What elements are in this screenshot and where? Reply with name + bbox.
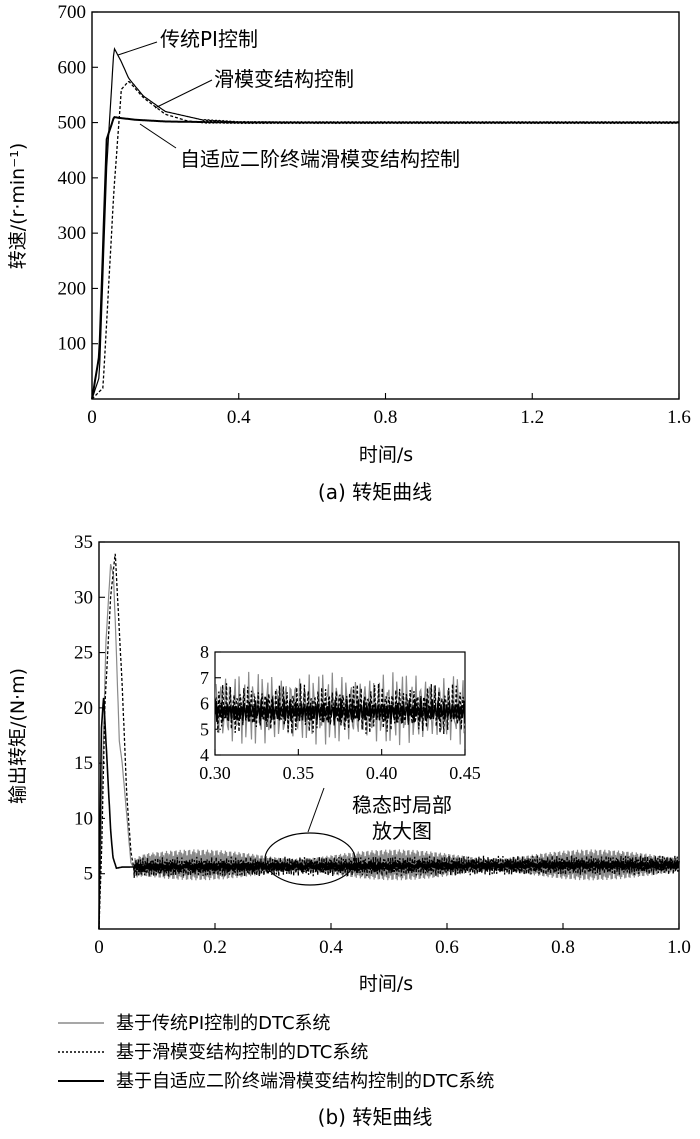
annotation-smc: 滑模变结构控制 — [214, 67, 354, 91]
legend-label-smc: 基于滑模变结构控制的DTC系统 — [116, 1042, 368, 1063]
inset-xtick-label: 0.35 — [283, 763, 315, 783]
chart-b-series-2 — [98, 697, 680, 930]
annotation-astsmc: 自适应二阶终端滑模变结构控制 — [180, 147, 460, 171]
chart-b-ylabel: 输出转矩/(N·m) — [7, 668, 29, 804]
chart-b-ytick-label: 35 — [74, 532, 93, 553]
chart-a-ytick-label: 100 — [58, 334, 87, 355]
chart-a-xlabel: 时间/s — [359, 444, 413, 466]
annotation-pi: 传统PI控制 — [160, 27, 258, 51]
chart-a-series-1 — [91, 81, 680, 400]
inset-xtick-label: 0.40 — [366, 763, 398, 783]
legend-label-pi: 基于传统PI控制的DTC系统 — [116, 1013, 331, 1034]
chart-a-ytick-label: 400 — [58, 168, 87, 189]
inset-ytick-label: 7 — [200, 668, 209, 688]
chart-a-ytick-label: 200 — [58, 278, 87, 299]
annotation-leader-astsmc — [139, 123, 177, 149]
chart-b-ytick-label: 10 — [74, 808, 93, 829]
chart-b-xtick-label: 0 — [94, 937, 104, 958]
chart-b-ytick-label: 5 — [84, 864, 94, 885]
steady-state-ellipse — [264, 832, 356, 886]
chart-b-caption: (b) 转矩曲线 — [318, 1105, 433, 1129]
chart-a-ytick-label: 600 — [58, 57, 87, 78]
zoom-inset: 0.30 0.35 0.40 0.45 4 5 6 7 8 — [199, 642, 481, 783]
chart-a-xtick-label: 1.6 — [667, 407, 691, 428]
chart-a-xtick-label: 0 — [87, 407, 97, 428]
inset-ytick-label: 8 — [200, 642, 209, 662]
chart-a: 0 0.4 0.8 1.2 1.6 100 200 300 400 500 600 700 转速/(r… — [7, 2, 691, 504]
chart-a-xtick-label: 0.4 — [227, 407, 251, 428]
annotation-leader-smc — [154, 79, 213, 109]
chart-b-ytick-label: 30 — [74, 587, 93, 608]
chart-a-ytick-label: 500 — [58, 113, 87, 134]
chart-a-ytick-label: 300 — [58, 223, 87, 244]
chart-a-series — [91, 47, 680, 400]
chart-a-xtick-label: 0.8 — [374, 407, 398, 428]
chart-b-ytick-label: 15 — [74, 753, 93, 774]
chart-b-ytick-label: 20 — [74, 698, 93, 719]
chart-b-xtick-label: 0.6 — [435, 937, 459, 958]
chart-b-xtick-label: 0.8 — [551, 937, 575, 958]
chart-b-xtick-label: 0.4 — [319, 937, 343, 958]
chart-a-ytick-label: 700 — [58, 2, 87, 23]
annotation-leader-pi — [117, 41, 158, 56]
inset-ytick-label: 5 — [200, 719, 209, 739]
chart-b-frame — [98, 541, 680, 930]
chart-a-series-2 — [91, 115, 680, 400]
chart-b: 0 0.2 0.4 0.6 0.8 1.0 5 10 15 20 25 30 35 输出转矩/(N·m)… — [7, 532, 691, 1129]
inset-ytick-label: 6 — [200, 694, 209, 714]
chart-a-caption: (a) 转矩曲线 — [318, 480, 432, 504]
chart-b-legend: 基于传统PI控制的DTC系统 基于滑模变结构控制的DTC系统 基于自适应二阶终端… — [58, 1013, 494, 1092]
chart-a-ticks: 0 0.4 0.8 1.2 1.6 100 200 300 400 500 600 700 — [58, 2, 691, 428]
chart-b-xtick-label: 0.2 — [203, 937, 227, 958]
inset-label-line2: 放大图 — [372, 819, 432, 843]
inset-leader — [307, 787, 325, 833]
chart-b-ticks: 0 0.2 0.4 0.6 0.8 1.0 5 10 15 20 25 30 35 — [74, 532, 691, 958]
chart-a-series-0 — [91, 47, 680, 400]
chart-b-ytick-label: 25 — [74, 643, 93, 664]
inset-label-line1: 稳态时局部 — [352, 793, 452, 817]
chart-a-ylabel: 转速/(r·min⁻¹) — [7, 143, 29, 270]
chart-b-series — [98, 553, 680, 930]
chart-a-xtick-label: 1.2 — [520, 407, 544, 428]
legend-label-astsmc: 基于自适应二阶终端滑模变结构控制的DTC系统 — [116, 1071, 494, 1092]
inset-xtick-label: 0.30 — [199, 763, 231, 783]
chart-b-xlabel: 时间/s — [359, 973, 413, 995]
inset-ticks: 0.30 0.35 0.40 0.45 4 5 6 7 8 — [199, 642, 481, 783]
inset-series — [215, 671, 465, 746]
inset-ytick-label: 4 — [200, 745, 209, 765]
inset-series-2 — [215, 698, 465, 723]
inset-xtick-label: 0.45 — [449, 763, 481, 783]
chart-a-frame — [91, 11, 680, 400]
chart-b-xtick-label: 1.0 — [667, 937, 691, 958]
